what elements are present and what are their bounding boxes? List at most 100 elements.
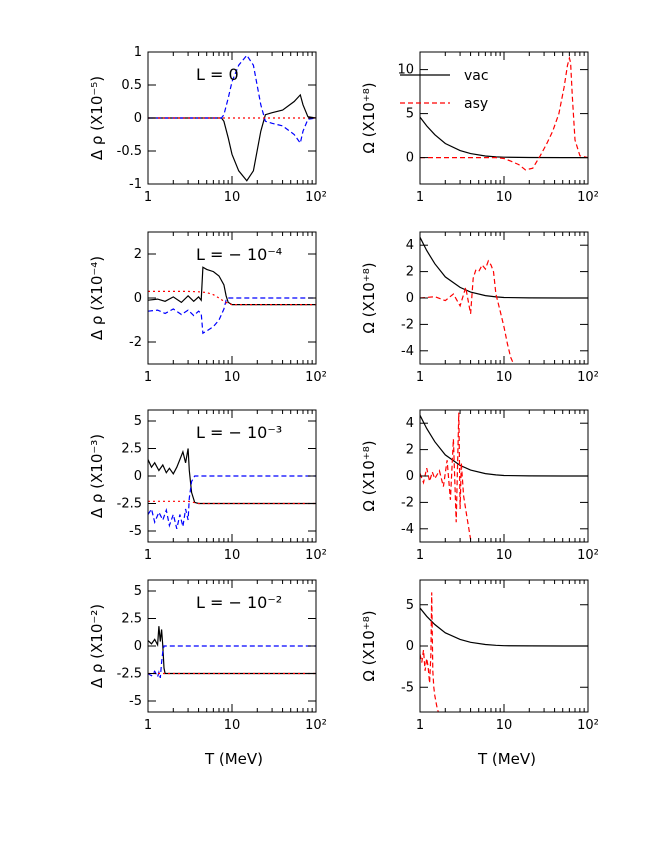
y-tick-label: -2 xyxy=(401,317,414,332)
y-tick-label: 0 xyxy=(406,469,414,484)
y-tick-label: 4 xyxy=(406,238,414,253)
x-tick-label: 10² xyxy=(577,190,599,205)
y-axis-label: Δ ρ (X10⁻⁴) xyxy=(88,256,106,340)
x-tick-label: 10² xyxy=(577,370,599,385)
series-L0-omega-0 xyxy=(420,116,588,159)
y-axis-label: Ω (X10⁺⁸) xyxy=(360,440,378,511)
y-tick-label: 2 xyxy=(406,265,414,280)
x-tick-label: 10² xyxy=(577,548,599,563)
x-axis-label-left: T (MeV) xyxy=(204,750,263,768)
y-tick-label: -4 xyxy=(401,344,414,359)
series-L4-drho-1 xyxy=(148,297,316,335)
x-tick-label: 10 xyxy=(224,370,241,385)
plot-frame xyxy=(419,51,589,185)
x-tick-label: 10² xyxy=(577,718,599,733)
x-tick-label: 10² xyxy=(305,548,327,563)
y-axis-label: Δ ρ (X10⁻²) xyxy=(88,604,106,688)
series-L4-drho-0 xyxy=(148,266,316,306)
y-axis-label: Ω (X10⁺⁸) xyxy=(360,610,378,681)
y-tick-label: 4 xyxy=(406,416,414,431)
y-tick-label: 2 xyxy=(134,247,142,262)
x-tick-label: 1 xyxy=(416,548,424,563)
y-tick-label: -2.5 xyxy=(117,667,142,682)
y-tick-label: 1 xyxy=(134,45,142,60)
x-tick-label: 10 xyxy=(496,190,513,205)
x-tick-label: 10 xyxy=(224,718,241,733)
panel-label: L = − 10⁻³ xyxy=(196,423,282,442)
x-tick-label: 1 xyxy=(144,548,152,563)
panel-label: L = − 10⁻² xyxy=(196,593,282,612)
y-tick-label: 2.5 xyxy=(121,442,142,457)
y-tick-label: -0.5 xyxy=(117,144,142,159)
y-tick-label: 0 xyxy=(134,469,142,484)
y-tick-label: -4 xyxy=(401,522,414,537)
x-tick-label: 1 xyxy=(144,370,152,385)
y-tick-label: 0 xyxy=(406,151,414,166)
x-tick-label: 10 xyxy=(496,718,513,733)
panel-L0-drho: 1 10 10² -1 -0.5 0 0.5 1 Δ ρ (X10⁻⁵) L = 0 xyxy=(88,45,327,205)
y-tick-label: 5 xyxy=(406,598,414,613)
series-L2-drho-0 xyxy=(148,626,316,675)
panel-L2-drho: 1 10 10² -5 -2.5 0 2.5 5 Δ ρ (X10⁻²) L = − 10⁻² xyxy=(88,579,327,733)
x-tick-label: 10 xyxy=(224,190,241,205)
y-tick-label: -2.5 xyxy=(117,497,142,512)
y-tick-label: 0 xyxy=(406,639,414,654)
series-L3-omega-0 xyxy=(420,415,588,477)
y-tick-label: 0.5 xyxy=(121,78,142,93)
x-tick-label: 10² xyxy=(305,190,327,205)
y-tick-label: 0 xyxy=(134,639,142,654)
y-axis-label: Ω (X10⁺⁸) xyxy=(360,82,378,153)
x-tick-label: 10 xyxy=(496,548,513,563)
panel-label: L = 0 xyxy=(196,65,239,84)
y-tick-label: -2 xyxy=(401,495,414,510)
y-axis-label: Δ ρ (X10⁻³) xyxy=(88,434,106,518)
x-tick-label: 10 xyxy=(224,548,241,563)
x-tick-label: 10² xyxy=(305,718,327,733)
x-tick-label: 1 xyxy=(144,190,152,205)
y-tick-label: -5 xyxy=(129,694,142,709)
legend-asy-label: asy xyxy=(464,96,488,112)
series-L2-drho-1 xyxy=(148,645,316,679)
y-tick-label: 0 xyxy=(134,111,142,126)
x-tick-label: 10 xyxy=(496,370,513,385)
x-tick-label: 1 xyxy=(416,718,424,733)
x-tick-label: 1 xyxy=(144,718,152,733)
y-tick-label: 5 xyxy=(134,414,142,429)
panel-L2-omega: 1 10 10² -5 0 5 Ω (X10⁺⁸) xyxy=(360,579,599,733)
series-L3-omega-1 xyxy=(420,412,472,540)
series-L4-omega-0 xyxy=(420,237,588,299)
series-L0-omega-1 xyxy=(420,55,588,171)
series-L4-drho-2 xyxy=(148,290,316,306)
panel-L3-drho: 1 10 10² -5 -2.5 0 2.5 5 Δ ρ (X10⁻³) L = − 10⁻³ xyxy=(88,409,327,563)
x-tick-label: 1 xyxy=(416,370,424,385)
y-tick-label: 2 xyxy=(406,443,414,458)
y-tick-label: 5 xyxy=(406,107,414,122)
y-tick-label: 2.5 xyxy=(121,612,142,627)
x-tick-label: 1 xyxy=(416,190,424,205)
series-L0-drho-1 xyxy=(148,54,316,145)
series-L4-omega-1 xyxy=(420,259,515,364)
series-L0-drho-0 xyxy=(148,93,316,182)
y-tick-label: 5 xyxy=(134,584,142,599)
series-L3-drho-2 xyxy=(148,500,316,505)
x-tick-label: 10² xyxy=(305,370,327,385)
series-L2-omega-0 xyxy=(420,607,588,647)
y-tick-label: -1 xyxy=(129,177,142,192)
x-axis-label-right: T (MeV) xyxy=(477,750,536,768)
y-axis-label: Δ ρ (X10⁻⁵) xyxy=(88,76,106,160)
panel-L4-omega: 1 10 10² -4 -2 0 2 4 Ω (X10⁺⁸) xyxy=(360,231,599,385)
series-L3-drho-1 xyxy=(148,475,316,529)
y-tick-label: -5 xyxy=(401,680,414,695)
panel-L0-omega: 1 10 10² 0 5 10 Ω (X10⁺⁸) xyxy=(360,51,599,205)
legend: vac asy xyxy=(400,68,489,112)
y-tick-label: 0 xyxy=(406,291,414,306)
y-axis-label: Ω (X10⁺⁸) xyxy=(360,262,378,333)
series-L2-omega-1 xyxy=(420,592,439,712)
panel-L3-omega: 1 10 10² -4 -2 0 2 4 Ω (X10⁺⁸) xyxy=(360,409,599,563)
y-tick-label: -2 xyxy=(129,335,142,350)
panel-L4-drho: 1 10 10² -2 0 2 Δ ρ (X10⁻⁴) L = − 10⁻⁴ xyxy=(88,231,327,385)
y-tick-label: 10 xyxy=(397,63,414,78)
legend-vac-label: vac xyxy=(464,68,489,84)
y-tick-label: 0 xyxy=(134,291,142,306)
